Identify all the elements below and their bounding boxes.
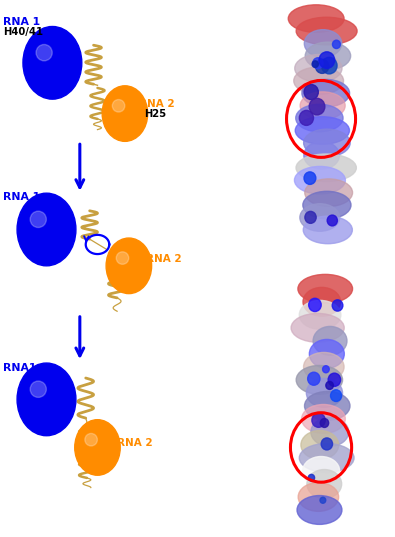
Text: RNA1: RNA1 bbox=[3, 363, 37, 373]
Ellipse shape bbox=[304, 352, 344, 381]
Ellipse shape bbox=[299, 444, 354, 473]
Ellipse shape bbox=[30, 211, 46, 228]
Ellipse shape bbox=[309, 98, 325, 115]
Ellipse shape bbox=[295, 55, 342, 82]
Ellipse shape bbox=[85, 433, 98, 446]
Ellipse shape bbox=[333, 40, 340, 48]
Ellipse shape bbox=[332, 300, 343, 311]
Ellipse shape bbox=[23, 26, 82, 99]
Ellipse shape bbox=[327, 215, 337, 226]
Ellipse shape bbox=[322, 57, 337, 74]
Text: RNA 2: RNA 2 bbox=[139, 99, 175, 109]
Ellipse shape bbox=[301, 431, 339, 459]
Ellipse shape bbox=[296, 104, 343, 132]
Ellipse shape bbox=[296, 366, 342, 394]
Ellipse shape bbox=[305, 179, 353, 206]
Ellipse shape bbox=[305, 42, 351, 70]
Ellipse shape bbox=[331, 390, 342, 402]
Ellipse shape bbox=[17, 193, 76, 266]
Ellipse shape bbox=[299, 300, 341, 329]
Ellipse shape bbox=[308, 298, 321, 311]
Ellipse shape bbox=[297, 496, 342, 525]
Ellipse shape bbox=[316, 59, 329, 74]
Ellipse shape bbox=[296, 17, 357, 45]
Ellipse shape bbox=[308, 372, 320, 385]
Text: RNA 2: RNA 2 bbox=[117, 438, 153, 448]
Text: RNA 2: RNA 2 bbox=[146, 253, 181, 264]
Ellipse shape bbox=[106, 238, 152, 294]
Ellipse shape bbox=[298, 274, 353, 303]
Text: H40/41: H40/41 bbox=[3, 27, 43, 37]
Ellipse shape bbox=[305, 212, 316, 223]
Text: RNA 1: RNA 1 bbox=[3, 192, 40, 202]
Ellipse shape bbox=[312, 61, 318, 68]
Ellipse shape bbox=[308, 474, 314, 481]
Ellipse shape bbox=[300, 92, 345, 119]
Ellipse shape bbox=[75, 420, 120, 475]
Ellipse shape bbox=[309, 339, 344, 368]
Ellipse shape bbox=[312, 413, 325, 427]
Ellipse shape bbox=[112, 99, 125, 112]
Ellipse shape bbox=[328, 373, 340, 387]
Ellipse shape bbox=[116, 252, 129, 264]
Ellipse shape bbox=[298, 483, 339, 511]
Ellipse shape bbox=[303, 191, 351, 219]
Ellipse shape bbox=[102, 86, 148, 141]
Ellipse shape bbox=[304, 142, 339, 169]
Ellipse shape bbox=[303, 216, 352, 244]
Ellipse shape bbox=[302, 404, 345, 433]
Ellipse shape bbox=[299, 111, 314, 126]
Ellipse shape bbox=[303, 287, 340, 316]
Ellipse shape bbox=[307, 469, 342, 498]
Ellipse shape bbox=[304, 129, 350, 157]
Ellipse shape bbox=[313, 57, 323, 69]
Ellipse shape bbox=[326, 381, 333, 389]
Ellipse shape bbox=[305, 391, 350, 420]
Ellipse shape bbox=[321, 438, 333, 450]
Ellipse shape bbox=[291, 314, 344, 342]
Ellipse shape bbox=[307, 379, 342, 407]
Ellipse shape bbox=[288, 5, 344, 32]
Ellipse shape bbox=[304, 172, 316, 184]
Ellipse shape bbox=[313, 326, 347, 355]
Ellipse shape bbox=[294, 166, 345, 194]
Ellipse shape bbox=[319, 52, 335, 68]
Ellipse shape bbox=[320, 497, 326, 503]
Text: H25: H25 bbox=[145, 110, 167, 119]
Ellipse shape bbox=[17, 363, 76, 436]
Ellipse shape bbox=[323, 366, 329, 373]
Ellipse shape bbox=[30, 381, 46, 397]
Ellipse shape bbox=[295, 117, 350, 144]
Ellipse shape bbox=[320, 418, 329, 427]
Ellipse shape bbox=[304, 84, 318, 100]
Ellipse shape bbox=[303, 456, 340, 485]
Ellipse shape bbox=[296, 154, 356, 182]
Text: RNA 1: RNA 1 bbox=[3, 17, 40, 27]
Ellipse shape bbox=[302, 79, 350, 107]
Ellipse shape bbox=[294, 67, 344, 95]
Ellipse shape bbox=[304, 30, 342, 57]
Ellipse shape bbox=[300, 204, 340, 231]
Ellipse shape bbox=[36, 45, 52, 61]
Ellipse shape bbox=[311, 417, 349, 446]
